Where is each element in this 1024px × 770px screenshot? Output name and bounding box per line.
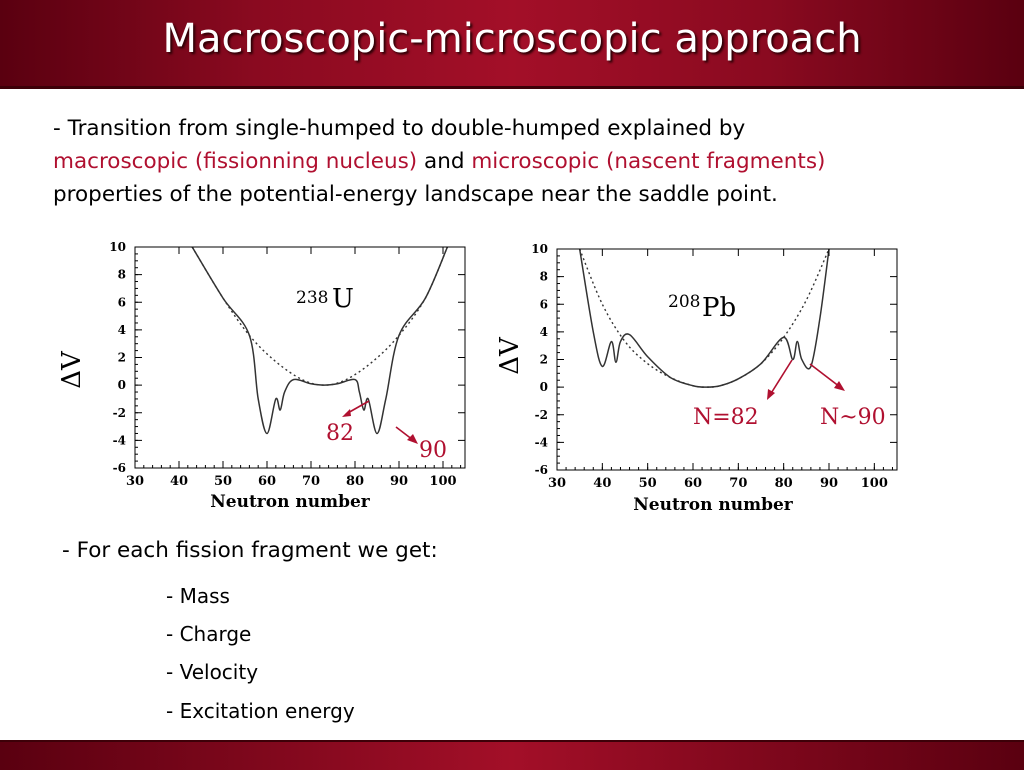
x-tick-label: 80 bbox=[346, 474, 364, 489]
intro-paragraph: - Transition from single-humped to doubl… bbox=[53, 112, 1003, 211]
y-tick-label: 8 bbox=[540, 270, 548, 284]
slide-title: Macroscopic-microscopic approach bbox=[162, 16, 862, 62]
annotation-90: 90 bbox=[419, 438, 447, 463]
y-tick-label: 10 bbox=[109, 240, 126, 254]
y-tick-label: 8 bbox=[118, 268, 126, 282]
x-tick-label: 30 bbox=[126, 474, 144, 489]
subbullet-charge: - Charge bbox=[166, 622, 252, 646]
macroscopic-curve bbox=[191, 246, 449, 386]
y-tick-label: 2 bbox=[118, 351, 126, 365]
nucleus-symbol: Pb bbox=[702, 293, 736, 323]
x-tick-label: 50 bbox=[639, 476, 657, 491]
y-tick-label: 2 bbox=[540, 353, 548, 367]
x-tick-label: 100 bbox=[861, 476, 888, 491]
arrow-n82 bbox=[767, 359, 793, 400]
subbullet-mass: - Mass bbox=[166, 584, 230, 608]
y-tick-label: -4 bbox=[113, 433, 126, 447]
y-tick-label: -4 bbox=[535, 435, 548, 449]
y-tick-label: -2 bbox=[535, 408, 548, 422]
x-tick-label: 60 bbox=[258, 474, 276, 489]
x-tick-label: 30 bbox=[548, 476, 566, 491]
intro-line-2: macroscopic (fissionning nucleus) and mi… bbox=[53, 145, 1003, 178]
annotation-n90: N~90 bbox=[820, 405, 886, 430]
subbullet-velocity: - Velocity bbox=[166, 660, 259, 684]
microscopic-text: microscopic (nascent fragments) bbox=[471, 149, 826, 174]
x-tick-label: 90 bbox=[820, 476, 838, 491]
x-tick-label: 40 bbox=[170, 474, 188, 489]
y-tick-label: 6 bbox=[540, 297, 548, 311]
and-text: and bbox=[417, 149, 472, 174]
arrow-82 bbox=[342, 400, 370, 417]
intro-line-1: - Transition from single-humped to doubl… bbox=[53, 116, 746, 141]
x-tick-label: 60 bbox=[684, 476, 702, 491]
y-tick-label: 10 bbox=[531, 242, 548, 256]
plot-u238-svg: ΔV Neutron number 238 U 82 90 30 40 50 60 70… bbox=[57, 240, 466, 512]
subbullet-excitation-energy: - Excitation energy bbox=[166, 699, 355, 723]
title-bar: Macroscopic-microscopic approach bbox=[0, 0, 1024, 89]
bullet-fission-fragment: - For each fission fragment we get: bbox=[62, 538, 438, 563]
y-tick-label: 4 bbox=[118, 323, 126, 337]
annotation-n82: N=82 bbox=[693, 405, 759, 430]
total-potential-curve bbox=[578, 248, 830, 388]
plot-u238: ΔV Neutron number 238 U 82 90 30 40 50 60 70… bbox=[50, 234, 490, 518]
y-tick-label: 0 bbox=[118, 378, 126, 392]
ylabel-delta-v: ΔV bbox=[57, 350, 87, 389]
y-tick-label: -6 bbox=[113, 461, 126, 475]
footer-bar bbox=[0, 740, 1024, 770]
x-tick-label: 40 bbox=[593, 476, 611, 491]
y-tick-label: -6 bbox=[535, 463, 548, 477]
xlabel-neutron-number: Neutron number bbox=[210, 492, 371, 512]
plot-pb208: ΔV Neutron number 208 Pb N=82 N~90 30 40 5… bbox=[495, 236, 906, 520]
x-tick-label: 80 bbox=[775, 476, 793, 491]
ylabel-delta-v: ΔV bbox=[496, 336, 525, 375]
plot-frame bbox=[556, 248, 898, 471]
total-potential-curve bbox=[191, 246, 449, 435]
nucleus-mass: 238 bbox=[296, 288, 328, 308]
plot-frame bbox=[134, 246, 466, 469]
x-tick-label: 50 bbox=[214, 474, 232, 489]
nucleus-mass: 208 bbox=[668, 292, 700, 312]
macroscopic-text: macroscopic (fissionning nucleus) bbox=[53, 149, 418, 174]
annotation-82: 82 bbox=[326, 421, 354, 446]
y-tick-label: -2 bbox=[113, 406, 126, 420]
x-tick-label: 70 bbox=[729, 476, 747, 491]
x-tick-label: 100 bbox=[429, 474, 456, 489]
x-tick-label: 90 bbox=[390, 474, 408, 489]
arrow-90 bbox=[395, 426, 418, 444]
nucleus-symbol: U bbox=[332, 284, 354, 314]
y-tick-label: 6 bbox=[118, 295, 126, 309]
x-tick-label: 70 bbox=[302, 474, 320, 489]
arrow-n90 bbox=[809, 363, 845, 391]
intro-line-3: properties of the potential-energy lands… bbox=[53, 182, 778, 207]
y-tick-label: 4 bbox=[540, 325, 548, 339]
plot-pb208-svg: ΔV Neutron number 208 Pb N=82 N~90 30 40 5… bbox=[495, 242, 898, 515]
y-tick-label: 0 bbox=[540, 380, 548, 394]
xlabel-neutron-number: Neutron number bbox=[633, 495, 794, 515]
